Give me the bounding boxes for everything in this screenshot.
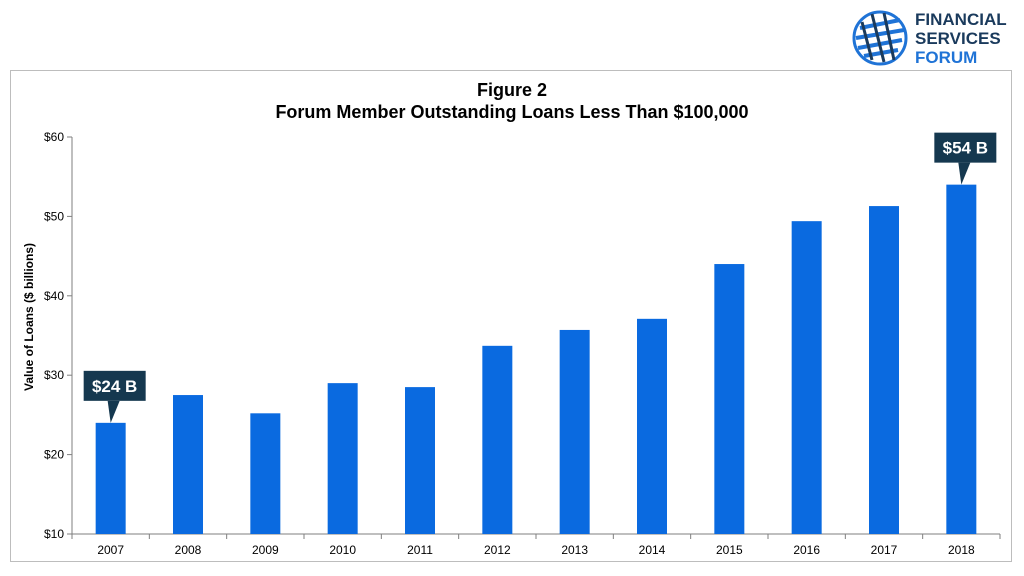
y-axis-label: Value of Loans ($ billions) <box>22 243 36 391</box>
y-tick-label: $50 <box>44 209 64 223</box>
callout-2007: $24 B <box>83 370 146 423</box>
bar-2015 <box>714 264 745 534</box>
logo-line-forum: FORUM <box>915 48 978 67</box>
x-tick-label: 2007 <box>97 543 124 557</box>
x-tick-label: 2017 <box>871 543 898 557</box>
bar-2017 <box>869 206 899 534</box>
x-tick-label: 2018 <box>948 543 975 557</box>
callout-label: $54 B <box>943 139 988 158</box>
bar-2013 <box>559 329 590 534</box>
y-tick-label: $60 <box>44 130 64 144</box>
x-tick-label: 2009 <box>252 543 279 557</box>
x-tick-label: 2010 <box>329 543 356 557</box>
x-tick-label: 2015 <box>716 543 743 557</box>
bar-2010 <box>327 383 358 534</box>
globe-icon <box>852 10 908 66</box>
bar-2008 <box>173 395 203 534</box>
logo-text: FINANCIAL SERVICES FORUM <box>915 10 1007 67</box>
callout-2018: $54 B <box>934 132 997 185</box>
x-tick-label: 2011 <box>407 543 433 557</box>
bar-2007 <box>95 422 126 534</box>
chart-title: Figure 2 <box>476 80 547 100</box>
callout-pointer <box>958 162 971 185</box>
bar-2011 <box>405 387 435 534</box>
y-tick-label: $10 <box>44 527 64 541</box>
callout-label: $24 B <box>92 377 137 396</box>
logo-line-financial: FINANCIAL <box>915 10 1007 29</box>
callout-box <box>83 370 146 401</box>
bar-2012 <box>482 345 513 534</box>
y-tick-label: $20 <box>44 448 64 462</box>
y-tick-label: $40 <box>44 289 64 303</box>
bars <box>95 184 977 534</box>
x-tick-label: 2013 <box>561 543 588 557</box>
bar-2009 <box>250 413 281 534</box>
bar-2018 <box>946 184 977 534</box>
callouts: $24 B $54 B <box>83 132 997 423</box>
x-tick-label: 2008 <box>175 543 202 557</box>
chart-subtitle: Forum Member Outstanding Loans Less Than… <box>275 102 749 122</box>
callout-box <box>934 132 997 163</box>
y-axis: $10 $20 $30 $40 $50 $60 <box>44 130 73 541</box>
chart-frame <box>10 70 1012 562</box>
bar-2016 <box>791 221 822 534</box>
x-tick-label: 2014 <box>639 543 666 557</box>
logo <box>852 10 908 66</box>
bar-2014 <box>637 318 667 534</box>
x-tick-label: 2016 <box>793 543 820 557</box>
x-axis: 2007 2008 2009 2010 2011 2012 2013 2014 2015 2016… <box>71 533 1001 557</box>
logo-line-services: SERVICES <box>915 29 1001 48</box>
x-tick-label: 2012 <box>484 543 511 557</box>
callout-pointer <box>107 400 120 423</box>
y-tick-label: $30 <box>44 368 64 382</box>
